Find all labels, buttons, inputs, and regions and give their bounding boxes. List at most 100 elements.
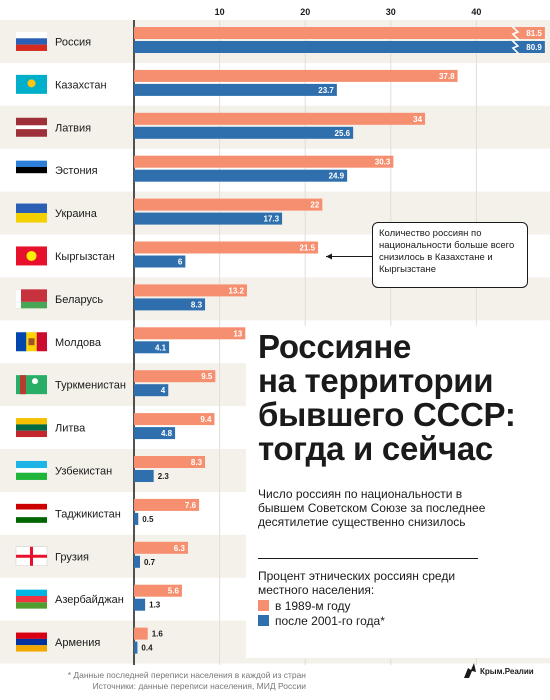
flag-estonia-icon — [16, 160, 47, 180]
bar-1989 — [134, 627, 148, 640]
bar-2001 — [134, 470, 154, 482]
bar-value-label: 25.6 — [335, 129, 351, 138]
bar-value-label: 37.8 — [439, 72, 455, 81]
bar-value-label: 13.2 — [228, 286, 244, 295]
country-label: Латвия — [55, 122, 91, 134]
bar-value-label: 8.3 — [191, 300, 203, 309]
bar-2001 — [134, 641, 138, 654]
bar-value-label: 4.8 — [161, 429, 173, 438]
axis-break-mark — [511, 25, 520, 41]
bar-value-label: 1.6 — [152, 630, 164, 639]
bar-2001 — [134, 126, 354, 139]
flag-turkmenistan-icon — [16, 375, 47, 395]
callout-text: Количество россиян по национальности бол… — [379, 228, 515, 275]
bar-2001 — [134, 512, 139, 525]
bar-value-label: 6 — [178, 258, 183, 267]
bar-value-label: 13 — [233, 329, 242, 338]
bar-value-label: 30.3 — [375, 158, 391, 167]
bar-1989 — [134, 498, 200, 511]
flag-azerbaijan-icon — [16, 589, 47, 609]
bar-value-label: 21.5 — [299, 244, 315, 253]
flag-uzbekistan-icon — [16, 460, 47, 480]
legend-title: Процент этнических россиян среди местног… — [258, 569, 456, 597]
bar-1989 — [134, 541, 188, 554]
legend-label-1989: в 1989-м году — [275, 599, 351, 613]
bar-1989 — [134, 69, 458, 82]
bar-1989 — [134, 413, 215, 426]
flag-ukraine-icon — [16, 203, 47, 223]
bar-1989 — [134, 370, 216, 383]
flag-kyrgyzstan-icon — [16, 246, 47, 266]
bar-value-label: 1.3 — [149, 601, 161, 610]
flag-tajikistan-icon — [16, 503, 47, 523]
logo: Крым.Реалии — [462, 660, 546, 682]
bar-value-label: 4.1 — [155, 343, 167, 352]
flag-kazakhstan-icon — [16, 74, 47, 94]
logo-text: Крым.Реалии — [480, 667, 534, 676]
country-label: Кыргызстан — [55, 251, 115, 263]
bar-value-label: 81.5 — [526, 29, 542, 38]
bar-value-label: 24.9 — [329, 172, 345, 181]
footnote: * Данные последней переписи населения в … — [67, 670, 306, 691]
bar-2001 — [134, 41, 545, 53]
bar-value-label: 7.6 — [185, 501, 197, 510]
subtitle: Число россиян по национальности в бывшем… — [258, 487, 486, 529]
bar-value-label: 0.4 — [141, 644, 153, 653]
country-label: Грузия — [55, 551, 89, 563]
country-label: Беларусь — [55, 294, 103, 306]
bar-2001 — [134, 427, 176, 440]
bar-1989 — [134, 284, 247, 297]
x-tick-label: 30 — [386, 7, 396, 17]
bar-1989 — [134, 155, 394, 168]
bar-value-label: 23.7 — [318, 86, 334, 95]
bar-1989 — [134, 456, 206, 468]
country-label: Таджикистан — [55, 508, 121, 520]
page-title: Россияне на территории бывшего СССР: тог… — [258, 328, 516, 467]
country-label: Туркменистан — [55, 380, 126, 392]
bar-value-label: 9.5 — [201, 372, 213, 381]
bar-1989 — [134, 27, 545, 39]
bar-2001 — [134, 298, 206, 311]
bar-value-label: 2.3 — [158, 472, 170, 481]
country-label: Казахстан — [55, 79, 107, 91]
bar-value-label: 80.9 — [526, 43, 542, 52]
bar-value-label: 8.3 — [191, 458, 203, 467]
flag-latvia-icon — [16, 117, 47, 137]
x-tick-label: 40 — [471, 7, 481, 17]
title-panel — [246, 326, 550, 658]
x-tick-label: 10 — [215, 7, 225, 17]
flag-belarus-icon — [16, 289, 47, 309]
bar-value-label: 0.7 — [144, 558, 156, 567]
bar-value-label: 4 — [161, 386, 166, 395]
callout-arrowhead — [326, 253, 332, 260]
bar-value-label: 0.5 — [142, 515, 154, 524]
bar-1989 — [134, 584, 182, 597]
legend-item-2001: после 2001-го года* — [258, 614, 385, 628]
flag-armenia-icon — [16, 632, 47, 652]
bar-2001 — [134, 598, 146, 611]
country-label: Россия — [55, 36, 91, 48]
axis-break-mark — [511, 39, 520, 55]
legend-item-1989: в 1989-м году — [258, 599, 351, 613]
legend-swatch-2001 — [258, 615, 269, 626]
bar-2001 — [134, 555, 140, 568]
bar-value-label: 9.4 — [200, 415, 212, 424]
logo-icon — [464, 663, 476, 678]
flag-russia-icon — [16, 31, 47, 51]
country-label: Литва — [55, 423, 86, 435]
flag-lithuania-icon — [16, 418, 47, 438]
bar-2001 — [134, 255, 186, 268]
bar-value-label: 17.3 — [264, 215, 280, 224]
callout-box: Количество россиян по национальности бол… — [372, 222, 528, 288]
flag-moldova-icon — [16, 332, 47, 352]
legend-swatch-1989 — [258, 600, 269, 611]
bar-1989 — [134, 198, 323, 211]
flag-georgia-icon — [15, 546, 48, 566]
country-label: Украина — [55, 208, 98, 220]
country-label: Молдова — [55, 337, 102, 349]
bar-1989 — [134, 241, 319, 254]
bar-2001 — [134, 384, 169, 397]
country-label: Азербайджан — [55, 594, 124, 606]
bar-value-label: 6.3 — [174, 544, 186, 553]
x-tick-label: 20 — [300, 7, 310, 17]
